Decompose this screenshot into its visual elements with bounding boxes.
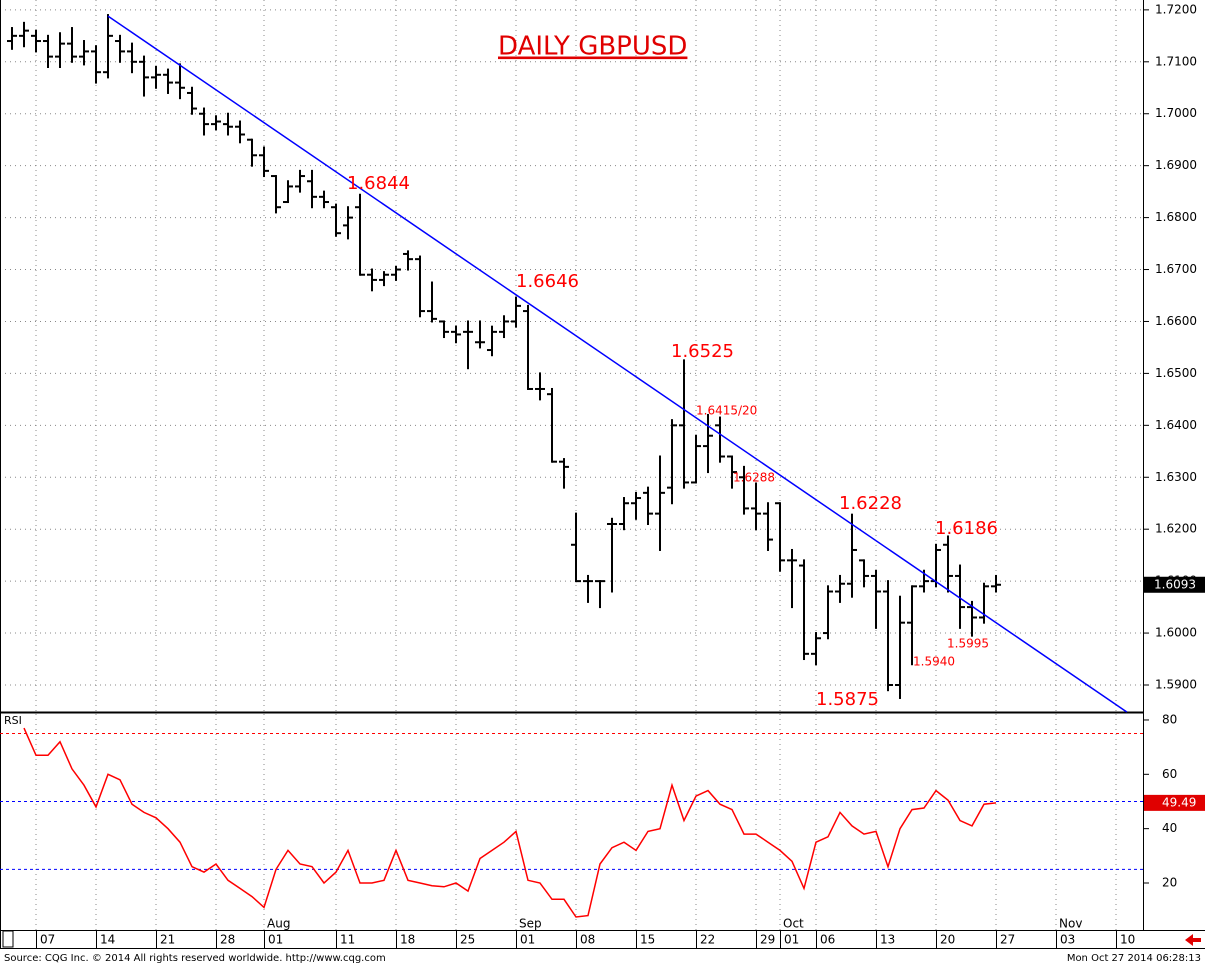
x-tick-label: 18 [400,933,415,947]
annotation: 1.6228 [839,493,902,514]
x-tick-label: 01 [520,933,535,947]
x-tick-label: 03 [1060,933,1075,947]
x-tick-label: 27 [1000,933,1015,947]
rsi-y-tick-label: 80 [1162,712,1177,726]
annotation: 1.5875 [816,689,879,710]
x-tick-label: 14 [100,933,115,947]
annotation: 1.6415/20 [696,404,757,418]
x-tick-label: 01 [268,933,283,947]
x-tick-label: 20 [940,933,955,947]
x-tick-label: 21 [160,933,175,947]
y-tick-label: 1.6400 [1155,418,1197,432]
annotation: 1.6186 [935,518,998,539]
x-tick-label: 29 [760,933,775,947]
x-tick-label: 10 [1120,933,1135,947]
annotation: 1.5940 [913,655,955,669]
month-label: Aug [267,917,290,931]
rsi-y-tick-label: 20 [1162,875,1177,889]
x-tick-label: 06 [820,933,835,947]
x-tick-label: 15 [640,933,655,947]
scroll-arrow[interactable] [1185,934,1201,946]
annotation: 1.6646 [516,271,579,292]
y-tick-label: 1.6800 [1155,210,1197,224]
y-tick-label: 1.6600 [1155,314,1197,328]
y-tick-label: 1.6700 [1155,262,1197,276]
x-tick-label: 08 [580,933,595,947]
y-tick-label: 1.7000 [1155,106,1197,120]
x-tick-label: 25 [460,933,475,947]
month-label: Nov [1059,917,1082,931]
last-price-box [1144,576,1205,593]
y-tick-label: 1.6300 [1155,470,1197,484]
scroll-box[interactable] [2,930,14,948]
timestamp: Mon Oct 27 2014 06:28:13 [1067,953,1201,964]
last-price-label: 1.6093 [1154,577,1196,591]
y-tick-label: 1.5900 [1155,677,1197,691]
annotation: 1.6525 [671,341,734,362]
x-tick-label: 01 [784,933,799,947]
y-tick-label: 1.6000 [1155,626,1197,640]
rsi-y-tick-label: 60 [1162,767,1177,781]
last-rsi-box [1144,794,1205,811]
annotation: 1.6288 [733,471,775,485]
last-rsi-label: 49.49 [1162,795,1196,809]
month-label: Oct [783,917,804,931]
x-tick-label: 13 [880,933,895,947]
x-tick-label: 07 [40,933,55,947]
y-tick-label: 1.6200 [1155,522,1197,536]
source-note: Source: CQG Inc. © 2014 All rights reser… [4,953,386,964]
annotation: 1.5995 [947,637,989,651]
x-tick-label: 22 [700,933,715,947]
y-tick-label: 1.7100 [1155,54,1197,68]
annotation: 1.6844 [347,173,410,194]
rsi-label: RSI [4,714,22,727]
y-tick-label: 1.6500 [1155,366,1197,380]
rsi-y-tick-label: 40 [1162,821,1177,835]
y-tick-label: 1.6900 [1155,158,1197,172]
grid [0,0,1143,930]
trendline [107,15,1128,713]
x-tick-label: 11 [340,933,355,947]
chart-title: DAILY GBPUSD [498,32,687,62]
rsi-line [23,727,997,918]
y-tick-label: 1.7200 [1155,2,1197,16]
x-tick-label: 28 [220,933,235,947]
month-label: Sep [519,917,542,931]
